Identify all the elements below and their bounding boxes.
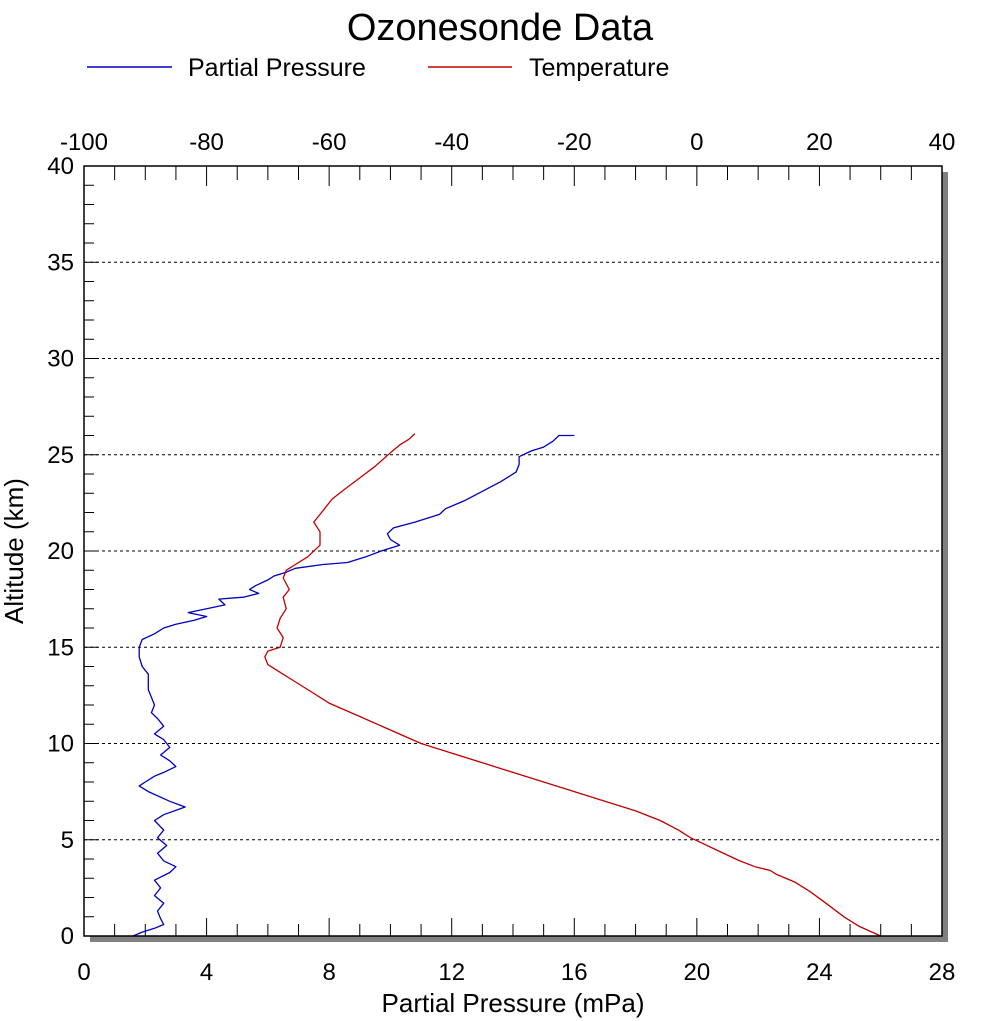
x-top-tick-label: -60 [312, 129, 347, 156]
x-top-tick-label: 40 [929, 129, 956, 156]
y-tick-label: 0 [61, 923, 74, 950]
series [132, 433, 881, 937]
series-line-partial-pressure [132, 434, 575, 937]
x-top-tick-label: -100 [60, 129, 108, 156]
tick-labels: 0 5 10 15 20 25 30 35 40 0 4 8 12 16 20 24 28 -100 -80 -60 -… [47, 129, 955, 986]
x-top-tick-label: 20 [806, 129, 833, 156]
legend-label-temperature: Temperature [529, 54, 669, 82]
legend-label-partial-pressure: Partial Pressure [188, 54, 366, 82]
series-line-temperature [264, 433, 881, 937]
x-bottom-tick-label: 0 [77, 959, 90, 986]
x-axis-title: Partial Pressure (mPa) [382, 988, 645, 1018]
x-top-tick-label: -40 [434, 129, 469, 156]
x-bottom-tick-label: 24 [806, 959, 833, 986]
x-top-tick-label: 0 [690, 129, 703, 156]
y-tick-label: 15 [47, 634, 74, 661]
x-bottom-tick-label: 8 [322, 959, 335, 986]
legend: Partial Pressure Temperature [87, 54, 669, 82]
y-tick-label: 5 [61, 827, 74, 854]
x-bottom-tick-label: 20 [684, 959, 711, 986]
x-bottom-tick-label: 4 [200, 959, 213, 986]
plot-frame [83, 165, 943, 937]
x-bottom-tick-label: 28 [929, 959, 956, 986]
y-tick-label: 10 [47, 731, 74, 758]
y-tick-label: 35 [47, 249, 74, 276]
chart-title: Ozonesonde Data [347, 7, 654, 49]
x-top-tick-label: -20 [557, 129, 592, 156]
y-tick-label: 30 [47, 346, 74, 373]
x-top-tick-label: -80 [189, 129, 224, 156]
x-bottom-tick-label: 12 [438, 959, 465, 986]
gridlines [84, 261, 942, 841]
y-tick-label: 25 [47, 442, 74, 469]
y-axis-title: Altitude (km) [0, 478, 29, 624]
y-tick-label: 20 [47, 538, 74, 565]
y-tick-label: 40 [47, 153, 74, 180]
x-bottom-tick-label: 16 [561, 959, 588, 986]
